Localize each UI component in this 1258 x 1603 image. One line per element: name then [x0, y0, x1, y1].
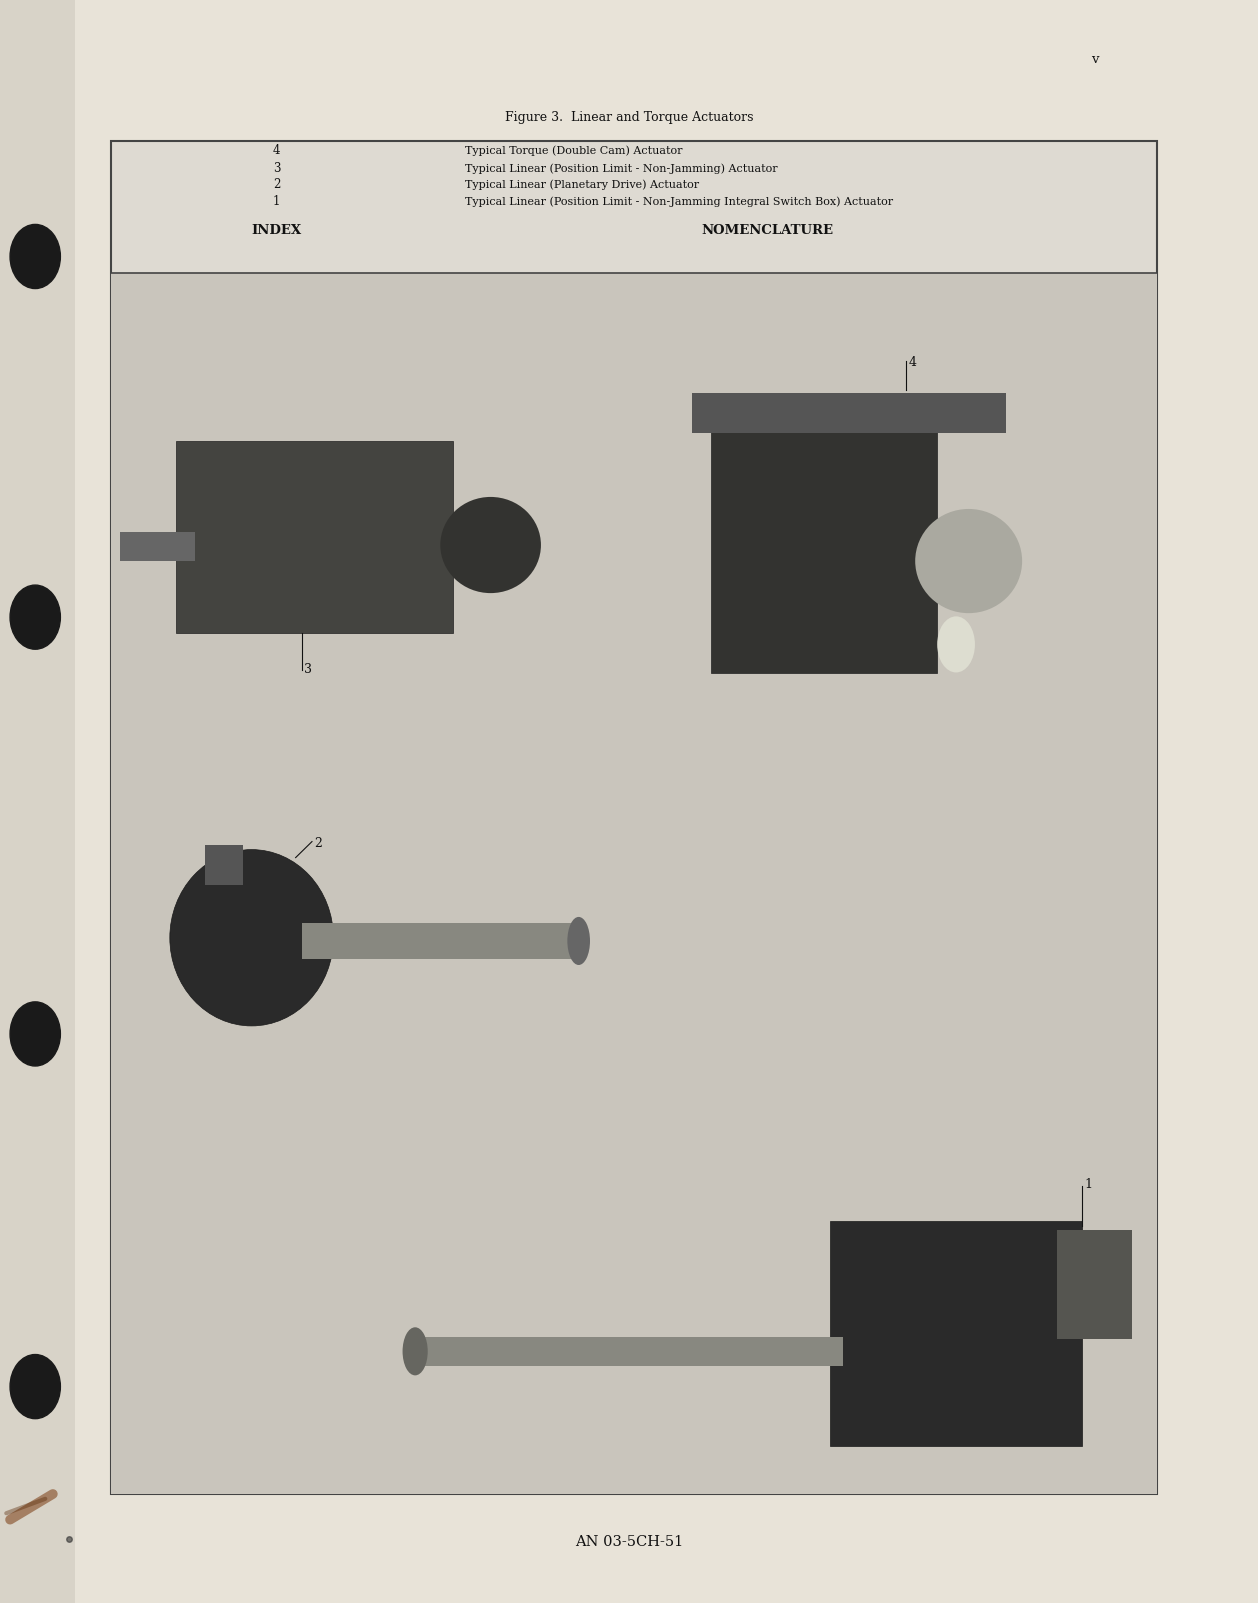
Ellipse shape	[440, 497, 541, 593]
Text: NOMENCLATURE: NOMENCLATURE	[702, 224, 833, 237]
Ellipse shape	[915, 510, 1021, 614]
Circle shape	[10, 224, 60, 289]
Bar	[302, 923, 579, 959]
Text: 1: 1	[1084, 1178, 1092, 1191]
Text: Typical Linear (Planetary Drive) Actuator: Typical Linear (Planetary Drive) Actuato…	[465, 180, 699, 189]
Text: Typical Linear (Position Limit - Non-Jamming) Actuator: Typical Linear (Position Limit - Non-Jam…	[465, 164, 779, 173]
Text: 1: 1	[273, 196, 281, 208]
Ellipse shape	[567, 917, 590, 965]
Text: v: v	[1091, 53, 1098, 66]
Text: 3: 3	[304, 664, 312, 676]
Text: AN 03-5CH-51: AN 03-5CH-51	[575, 1536, 683, 1548]
Text: 2: 2	[314, 837, 322, 850]
Bar	[205, 845, 243, 885]
Bar	[0, 0, 75, 1603]
Text: Figure 3.  Linear and Torque Actuators: Figure 3. Linear and Torque Actuators	[504, 111, 754, 123]
Text: 4: 4	[273, 144, 281, 157]
Text: Typical Torque (Double Cam) Actuator: Typical Torque (Double Cam) Actuator	[465, 146, 683, 155]
Text: Typical Linear (Position Limit - Non-Jamming Integral Switch Box) Actuator: Typical Linear (Position Limit - Non-Jam…	[465, 197, 893, 207]
Bar	[711, 417, 937, 673]
Circle shape	[10, 585, 60, 649]
Bar	[1057, 1230, 1132, 1339]
Text: 2: 2	[273, 178, 281, 191]
Bar	[692, 393, 1006, 433]
Circle shape	[10, 1002, 60, 1066]
Text: INDEX: INDEX	[252, 224, 302, 237]
Bar	[830, 1221, 1082, 1446]
Bar	[111, 273, 1157, 1494]
Text: 3: 3	[273, 162, 281, 175]
Bar	[120, 532, 195, 561]
Ellipse shape	[403, 1327, 428, 1375]
Circle shape	[10, 1355, 60, 1419]
Bar	[111, 141, 1157, 1494]
Text: 4: 4	[908, 356, 916, 369]
Bar	[176, 441, 453, 633]
Ellipse shape	[170, 850, 333, 1026]
Bar	[415, 1337, 843, 1366]
Ellipse shape	[937, 617, 975, 673]
